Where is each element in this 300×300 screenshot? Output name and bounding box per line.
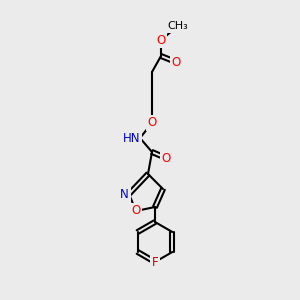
Text: O: O <box>131 205 141 218</box>
Text: O: O <box>156 34 166 46</box>
Text: O: O <box>147 116 157 130</box>
Text: N: N <box>120 188 129 200</box>
Text: O: O <box>161 152 171 164</box>
Text: O: O <box>171 56 181 68</box>
Text: HN: HN <box>122 131 140 145</box>
Text: F: F <box>152 256 158 268</box>
Text: CH₃: CH₃ <box>168 21 188 31</box>
